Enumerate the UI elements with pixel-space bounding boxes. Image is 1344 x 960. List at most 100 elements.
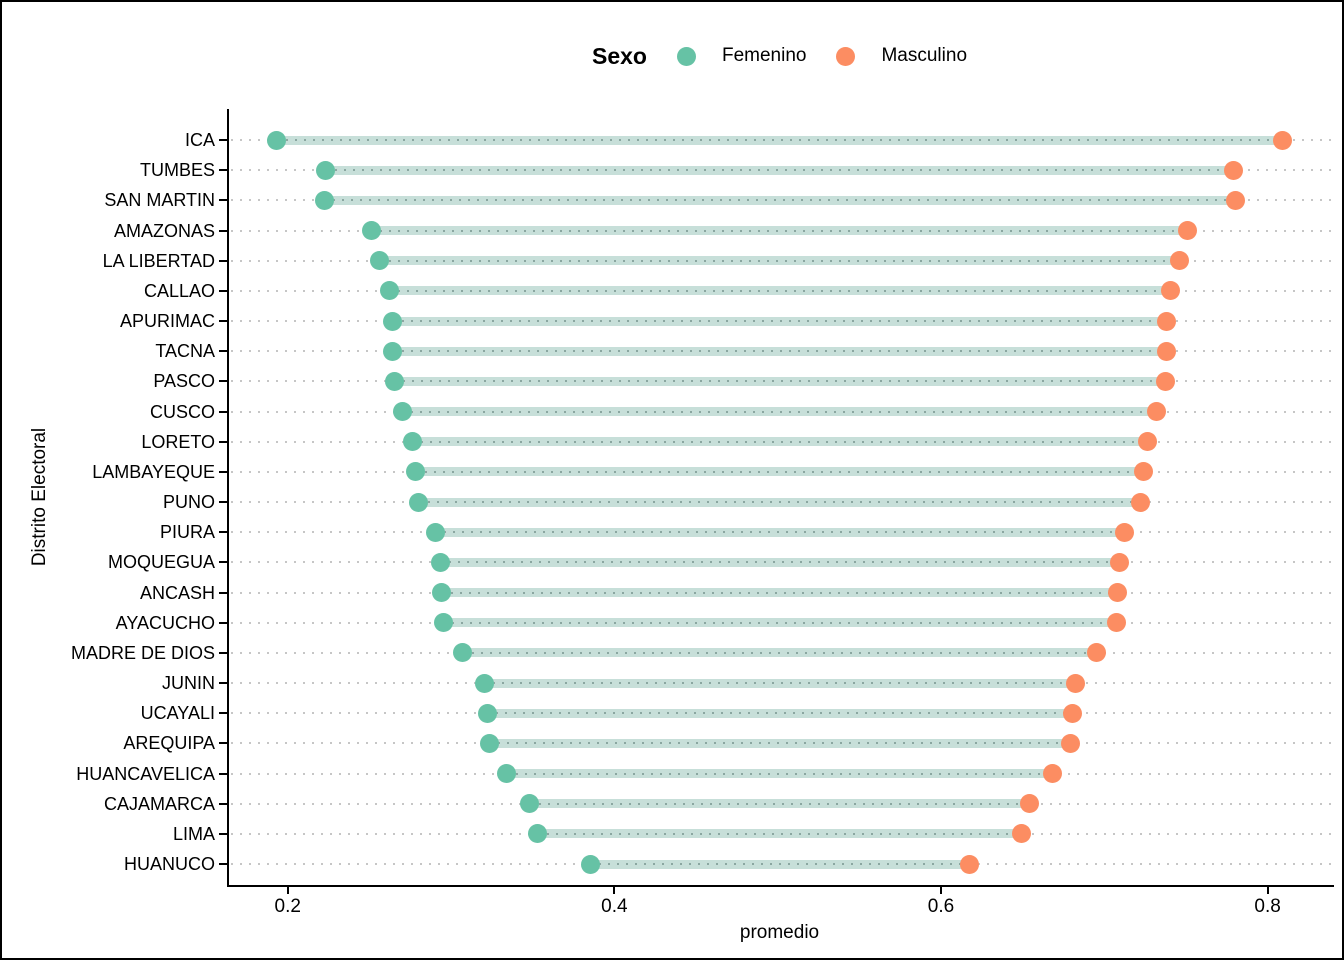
connector-band bbox=[412, 437, 1148, 447]
dot-masculino bbox=[1065, 673, 1085, 693]
dot-femenino bbox=[453, 643, 473, 663]
legend-item-femenino: Femenino bbox=[676, 45, 807, 67]
y-axis-label: PIURA bbox=[159, 522, 215, 543]
y-axis-label: AMAZONAS bbox=[113, 220, 215, 241]
legend-item-label: Femenino bbox=[721, 45, 807, 66]
legend-item-masculino: Masculino bbox=[836, 45, 967, 67]
dot-masculino bbox=[1273, 130, 1293, 150]
y-axis-tick bbox=[219, 742, 227, 745]
y-axis-tick bbox=[219, 712, 227, 715]
connector-band bbox=[415, 467, 1145, 477]
y-axis-tick bbox=[219, 139, 227, 141]
y-axis-tick bbox=[219, 169, 227, 172]
dot-femenino bbox=[528, 824, 548, 844]
plot-panel bbox=[219, 109, 1334, 887]
y-axis-label: LAMBAYEQUE bbox=[92, 461, 215, 482]
dot-femenino bbox=[479, 733, 499, 753]
dot-masculino bbox=[1062, 703, 1082, 723]
x-axis-tick-label: 0.2 bbox=[274, 896, 301, 917]
dot-femenino bbox=[433, 613, 453, 633]
dot-femenino bbox=[409, 492, 429, 512]
dot-femenino bbox=[370, 251, 390, 271]
connector-band bbox=[379, 256, 1181, 266]
dot-masculino bbox=[1020, 794, 1040, 814]
dot-femenino bbox=[316, 160, 336, 180]
connector-band bbox=[537, 829, 1022, 839]
dot-femenino bbox=[497, 764, 517, 783]
x-axis-tick bbox=[286, 885, 289, 894]
legend-title: Sexo bbox=[591, 42, 647, 69]
dot-femenino bbox=[474, 673, 494, 693]
connector-band bbox=[325, 165, 1234, 175]
dot-femenino bbox=[383, 341, 403, 361]
y-axis-tick bbox=[219, 531, 227, 534]
connector-band bbox=[392, 346, 1167, 356]
y-axis-tick bbox=[219, 470, 227, 473]
connector-band bbox=[389, 286, 1171, 296]
y-axis-tick bbox=[219, 380, 227, 383]
y-axis-label: CUSCO bbox=[149, 401, 215, 422]
x-axis-tick bbox=[613, 885, 616, 894]
y-axis-tick bbox=[219, 832, 227, 835]
y-axis-label: LORETO bbox=[141, 431, 215, 452]
dot-masculino bbox=[1170, 251, 1190, 271]
dot-femenino bbox=[402, 432, 422, 452]
dot-femenino bbox=[361, 221, 381, 240]
dot-femenino bbox=[383, 311, 403, 331]
y-axis-tick bbox=[219, 289, 227, 292]
y-axis-label: LIMA bbox=[172, 823, 215, 844]
connector-band bbox=[506, 769, 1053, 778]
dot-femenino bbox=[430, 552, 450, 572]
legend-item-label: Masculino bbox=[881, 45, 968, 66]
dot-masculino bbox=[1106, 613, 1126, 633]
y-axis-label: MOQUEGUA bbox=[107, 552, 215, 573]
y-axis-tick bbox=[219, 229, 227, 232]
y-axis-tick bbox=[219, 772, 227, 775]
dot-masculino bbox=[1147, 402, 1167, 421]
y-axis-tick bbox=[219, 863, 227, 865]
dot-masculino bbox=[1225, 190, 1245, 210]
dot-masculino bbox=[1131, 492, 1151, 512]
y-axis-label: UCAYALI bbox=[140, 703, 215, 724]
dot-masculino bbox=[1109, 552, 1129, 572]
dot-femenino bbox=[267, 130, 287, 150]
dot-femenino bbox=[379, 281, 399, 301]
dot-masculino bbox=[1114, 522, 1134, 542]
connector-band bbox=[324, 195, 1236, 205]
y-axis-label: PASCO bbox=[153, 371, 215, 392]
dot-masculino bbox=[1087, 643, 1107, 663]
y-axis-tick bbox=[219, 410, 227, 413]
y-axis-label: CAJAMARCA bbox=[103, 793, 215, 814]
dot-masculino bbox=[1011, 824, 1031, 844]
y-axis-tick bbox=[219, 621, 227, 624]
dot-femenino bbox=[384, 371, 404, 391]
dot-femenino bbox=[520, 794, 540, 814]
x-axis-title: promedio bbox=[739, 922, 820, 943]
connector-band bbox=[462, 648, 1097, 658]
dot-masculino bbox=[1137, 432, 1157, 452]
connector-band bbox=[529, 799, 1030, 809]
y-axis-tick bbox=[219, 199, 227, 202]
y-axis-tick bbox=[219, 802, 227, 805]
connector-band bbox=[484, 678, 1076, 688]
dot-masculino bbox=[1224, 160, 1244, 180]
legend-items: Femenino Masculino bbox=[676, 45, 967, 67]
y-axis-label: HUANCAVELICA bbox=[76, 763, 215, 784]
y-axis-label: TUMBES bbox=[139, 160, 215, 181]
x-axis-tick-label: 0.4 bbox=[601, 896, 628, 917]
y-axis-label: AREQUIPA bbox=[123, 733, 215, 754]
y-axis-label: TACNA bbox=[155, 341, 215, 362]
y-axis-label: APURIMAC bbox=[119, 311, 215, 331]
connector-band bbox=[590, 859, 970, 869]
dot-masculino bbox=[1060, 733, 1080, 753]
y-axis-tick bbox=[219, 591, 227, 594]
y-axis-label: AYACUCHO bbox=[115, 612, 215, 633]
y-axis-tick bbox=[219, 651, 227, 654]
y-axis-tick bbox=[219, 350, 227, 353]
legend-swatch-masculino bbox=[836, 46, 856, 66]
dot-masculino bbox=[1157, 341, 1177, 361]
x-axis-tick bbox=[940, 885, 943, 894]
dot-femenino bbox=[580, 854, 600, 874]
y-axis-label: JUNIN bbox=[162, 673, 215, 693]
dot-femenino bbox=[425, 522, 445, 542]
